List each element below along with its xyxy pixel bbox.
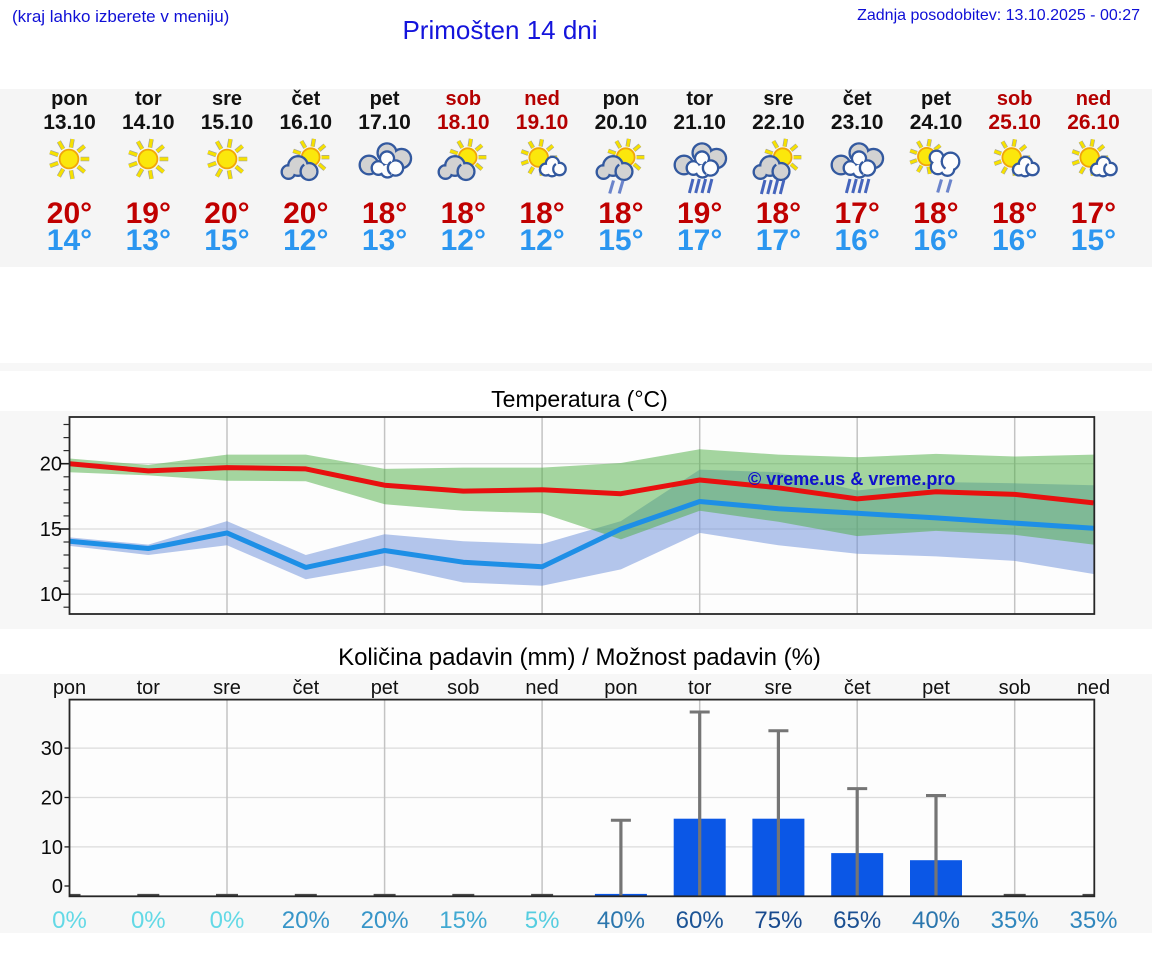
svg-text:ned: ned — [525, 677, 558, 699]
svg-text:5%: 5% — [525, 907, 560, 933]
svg-text:20: 20 — [41, 788, 63, 810]
svg-text:0%: 0% — [131, 907, 166, 933]
svg-text:pon: pon — [53, 677, 86, 699]
svg-text:© vreme.us & vreme.pro: © vreme.us & vreme.pro — [748, 469, 955, 489]
svg-text:čet: čet — [292, 677, 319, 699]
svg-text:pet: pet — [371, 677, 399, 699]
svg-text:tor: tor — [137, 677, 161, 699]
svg-text:60%: 60% — [676, 907, 724, 933]
svg-text:0: 0 — [52, 876, 63, 898]
svg-text:pon: pon — [604, 677, 637, 699]
svg-text:sre: sre — [765, 677, 793, 699]
svg-text:sob: sob — [999, 677, 1031, 699]
svg-text:pet: pet — [922, 677, 950, 699]
svg-text:sre: sre — [213, 677, 241, 699]
svg-text:15%: 15% — [439, 907, 487, 933]
svg-text:30: 30 — [41, 738, 63, 760]
svg-text:10: 10 — [41, 837, 63, 859]
svg-text:75%: 75% — [754, 907, 802, 933]
svg-text:sob: sob — [447, 677, 479, 699]
svg-text:40%: 40% — [912, 907, 960, 933]
svg-text:tor: tor — [688, 677, 712, 699]
svg-text:20: 20 — [40, 454, 62, 476]
svg-text:čet: čet — [844, 677, 871, 699]
svg-text:35%: 35% — [1069, 907, 1117, 933]
svg-text:0%: 0% — [52, 907, 87, 933]
svg-text:15: 15 — [40, 519, 62, 541]
svg-text:0%: 0% — [210, 907, 245, 933]
svg-text:40%: 40% — [597, 907, 645, 933]
svg-text:10: 10 — [40, 584, 62, 606]
svg-text:ned: ned — [1077, 677, 1110, 699]
svg-text:20%: 20% — [282, 907, 330, 933]
svg-text:65%: 65% — [833, 907, 881, 933]
svg-text:20%: 20% — [361, 907, 409, 933]
svg-text:35%: 35% — [991, 907, 1039, 933]
